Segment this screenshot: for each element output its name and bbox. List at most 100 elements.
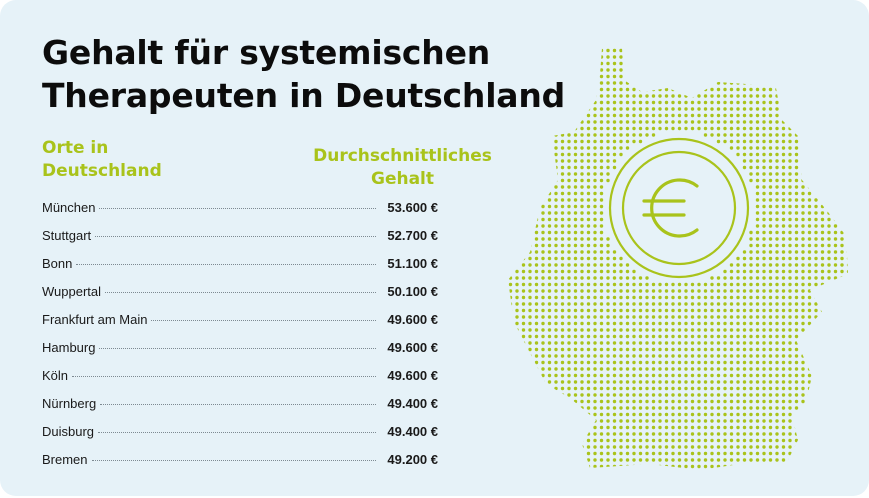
- map-dot: [833, 250, 838, 254]
- map-dot: [847, 478, 850, 480]
- map-dot: [671, 61, 675, 66]
- map-dot: [729, 55, 734, 59]
- map-dot: [534, 146, 539, 150]
- map-dot: [762, 458, 766, 462]
- map-dot: [762, 432, 766, 436]
- map-dot: [599, 68, 604, 72]
- map-dot: [638, 139, 643, 144]
- map-dot: [599, 282, 604, 287]
- map-dot: [820, 302, 825, 306]
- map-dot: [762, 328, 766, 332]
- map-dot: [573, 55, 578, 59]
- map-dot: [515, 289, 519, 293]
- map-dot: [703, 282, 708, 287]
- map-dot: [775, 269, 779, 274]
- map-dot: [788, 55, 792, 59]
- map-dot: [574, 471, 577, 474]
- map-dot: [846, 243, 848, 248]
- map-dot: [801, 471, 804, 474]
- map-dot: [508, 172, 513, 176]
- map-dot: [638, 81, 643, 85]
- map-dot: [560, 282, 565, 287]
- map-dot: [690, 432, 695, 436]
- map-dot: [515, 315, 519, 319]
- map-dot: [814, 328, 818, 332]
- map-dot: [742, 61, 747, 66]
- map-dot: [678, 478, 681, 480]
- map-dot: [801, 334, 805, 339]
- map-dot: [846, 295, 848, 300]
- map-dot: [723, 100, 727, 105]
- map-dot: [833, 113, 838, 118]
- map-dot: [541, 74, 545, 79]
- map-dot: [534, 282, 539, 287]
- map-dot: [827, 48, 831, 53]
- map-dot: [846, 464, 848, 469]
- map-dot: [846, 406, 848, 410]
- map-dot: [853, 458, 856, 461]
- map-dot: [638, 347, 643, 352]
- map-dot: [547, 250, 552, 254]
- map-dot: [749, 250, 753, 254]
- map-dot: [502, 153, 505, 156]
- map-dot: [710, 315, 714, 319]
- map-dot: [502, 205, 505, 208]
- map-dot: [762, 315, 766, 319]
- map-dot: [534, 386, 539, 391]
- map-dot: [593, 48, 597, 53]
- map-dot: [775, 256, 779, 261]
- map-dot: [840, 295, 844, 300]
- map-dot: [807, 289, 812, 293]
- map-dot: [658, 55, 662, 59]
- map-dot: [664, 302, 669, 306]
- map-dot: [820, 55, 825, 59]
- map-dot: [853, 198, 856, 201]
- map-dot: [846, 419, 848, 423]
- map-dot: [606, 126, 610, 131]
- map-dot: [833, 230, 838, 235]
- map-dot: [820, 308, 825, 313]
- map-dot: [658, 302, 662, 306]
- map-dot: [528, 55, 532, 59]
- map-dot: [606, 152, 610, 157]
- map-dot: [840, 478, 843, 480]
- map-dot: [768, 211, 773, 215]
- map-dot: [560, 68, 565, 72]
- map-dot: [645, 87, 649, 92]
- map-dot: [846, 445, 848, 449]
- map-dot: [626, 471, 629, 474]
- map-dot: [502, 114, 505, 117]
- map-dot: [664, 107, 669, 111]
- map-dot: [632, 282, 636, 287]
- map-dot: [814, 113, 818, 118]
- map-dot: [554, 107, 558, 111]
- map-dot: [775, 191, 779, 196]
- map-dot: [840, 217, 844, 222]
- map-dot: [710, 295, 714, 300]
- map-dot: [671, 48, 675, 53]
- map-dot: [560, 380, 565, 384]
- map-dot: [521, 419, 526, 423]
- map-dot: [814, 451, 818, 456]
- map-dot: [521, 367, 526, 371]
- map-dot: [833, 126, 838, 131]
- map-dot: [534, 354, 539, 358]
- map-dot: [664, 94, 669, 98]
- map-dot: [755, 256, 760, 261]
- map-dot: [658, 373, 662, 378]
- map-dot: [801, 425, 805, 430]
- map-dot: [795, 478, 798, 480]
- map-dot: [541, 321, 545, 326]
- map-dot: [599, 185, 604, 189]
- map-dot: [632, 399, 636, 404]
- map-dot: [547, 347, 552, 352]
- map-dot: [788, 367, 792, 371]
- map-dot: [587, 471, 590, 474]
- map-dot: [612, 464, 617, 469]
- map-dot: [580, 120, 584, 124]
- map-dot: [554, 191, 558, 196]
- map-dot: [619, 139, 623, 144]
- map-dot: [567, 48, 571, 53]
- map-dot: [775, 367, 779, 371]
- map-dot: [742, 68, 747, 72]
